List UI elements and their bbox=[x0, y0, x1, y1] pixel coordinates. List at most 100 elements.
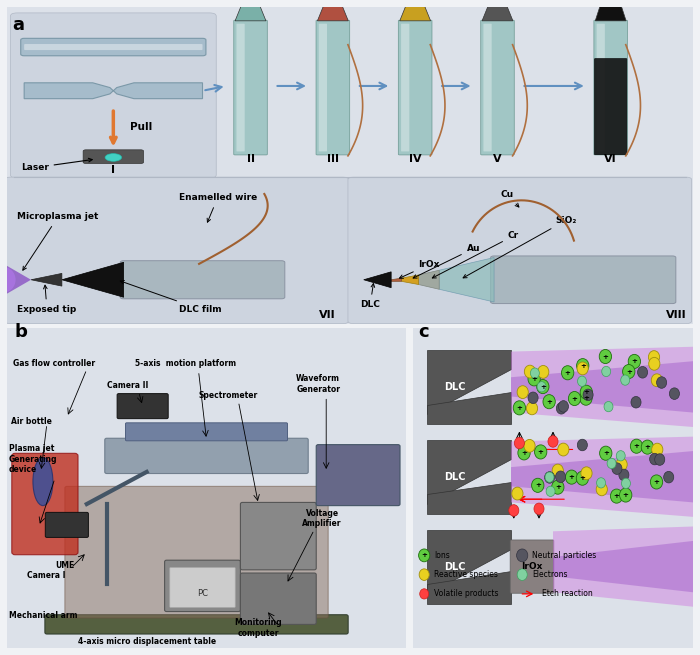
Circle shape bbox=[616, 458, 627, 471]
Circle shape bbox=[619, 469, 629, 481]
Text: DLC: DLC bbox=[444, 382, 466, 392]
Circle shape bbox=[419, 549, 430, 562]
Circle shape bbox=[580, 391, 592, 405]
Polygon shape bbox=[427, 440, 511, 504]
FancyBboxPatch shape bbox=[594, 20, 627, 155]
Text: +: + bbox=[580, 475, 585, 481]
Text: Reactive species: Reactive species bbox=[434, 570, 498, 579]
Text: SiO₂: SiO₂ bbox=[463, 215, 578, 278]
Text: IV: IV bbox=[409, 154, 421, 164]
Circle shape bbox=[526, 402, 538, 415]
FancyBboxPatch shape bbox=[316, 445, 400, 506]
Circle shape bbox=[583, 389, 593, 401]
Text: +: + bbox=[531, 376, 537, 382]
Circle shape bbox=[420, 589, 428, 599]
Circle shape bbox=[607, 458, 616, 468]
FancyBboxPatch shape bbox=[596, 24, 605, 151]
Polygon shape bbox=[31, 273, 62, 286]
Circle shape bbox=[528, 372, 540, 386]
FancyBboxPatch shape bbox=[105, 438, 308, 474]
Text: +: + bbox=[580, 363, 586, 369]
FancyBboxPatch shape bbox=[120, 261, 285, 299]
Text: +: + bbox=[654, 479, 659, 485]
Circle shape bbox=[518, 446, 530, 460]
FancyBboxPatch shape bbox=[510, 540, 554, 593]
Circle shape bbox=[546, 486, 555, 496]
Text: V: V bbox=[494, 154, 502, 164]
Circle shape bbox=[568, 392, 581, 405]
Circle shape bbox=[641, 440, 654, 454]
Circle shape bbox=[622, 478, 631, 489]
FancyBboxPatch shape bbox=[83, 150, 144, 164]
Circle shape bbox=[610, 489, 623, 503]
Text: Cr: Cr bbox=[433, 231, 519, 278]
Polygon shape bbox=[4, 264, 31, 295]
Text: Neutral particles: Neutral particles bbox=[532, 551, 596, 560]
Polygon shape bbox=[24, 83, 113, 99]
Circle shape bbox=[577, 358, 589, 373]
Text: +: + bbox=[583, 389, 589, 395]
Circle shape bbox=[578, 376, 587, 386]
Circle shape bbox=[669, 388, 680, 400]
FancyBboxPatch shape bbox=[401, 24, 410, 151]
Circle shape bbox=[596, 477, 606, 488]
Polygon shape bbox=[419, 271, 439, 290]
Text: +: + bbox=[568, 474, 575, 480]
Circle shape bbox=[556, 403, 566, 414]
Text: VIII: VIII bbox=[666, 310, 686, 320]
Text: Spectrometer: Spectrometer bbox=[199, 391, 258, 400]
Polygon shape bbox=[511, 346, 693, 427]
Circle shape bbox=[622, 364, 635, 379]
Text: +: + bbox=[538, 449, 544, 455]
Text: Air bottle: Air bottle bbox=[11, 417, 52, 426]
Circle shape bbox=[558, 443, 569, 456]
Text: I: I bbox=[111, 165, 116, 176]
Text: +: + bbox=[623, 492, 629, 498]
Circle shape bbox=[654, 454, 665, 465]
Polygon shape bbox=[439, 257, 494, 302]
Circle shape bbox=[513, 401, 526, 415]
Polygon shape bbox=[427, 350, 511, 414]
Text: Exposed tip: Exposed tip bbox=[18, 285, 76, 314]
Text: Monitoring
computer: Monitoring computer bbox=[234, 618, 282, 637]
Polygon shape bbox=[402, 275, 419, 284]
Polygon shape bbox=[400, 0, 430, 21]
Text: +: + bbox=[421, 552, 427, 558]
Text: +: + bbox=[645, 444, 650, 450]
Text: II: II bbox=[246, 154, 255, 164]
Text: +: + bbox=[603, 450, 609, 456]
FancyBboxPatch shape bbox=[45, 615, 348, 634]
FancyBboxPatch shape bbox=[240, 502, 316, 570]
Text: Electrons: Electrons bbox=[532, 570, 568, 579]
Circle shape bbox=[556, 471, 566, 483]
Circle shape bbox=[543, 394, 555, 409]
FancyBboxPatch shape bbox=[348, 177, 692, 324]
Text: DLC: DLC bbox=[360, 284, 380, 309]
FancyBboxPatch shape bbox=[398, 20, 432, 155]
Circle shape bbox=[577, 362, 588, 375]
FancyBboxPatch shape bbox=[21, 38, 206, 56]
Circle shape bbox=[651, 374, 662, 386]
Text: 4-axis micro displacement table: 4-axis micro displacement table bbox=[78, 637, 216, 646]
Text: Mechanical arm: Mechanical arm bbox=[9, 611, 78, 620]
Circle shape bbox=[649, 358, 660, 370]
Circle shape bbox=[524, 440, 535, 452]
Circle shape bbox=[576, 471, 589, 485]
FancyBboxPatch shape bbox=[318, 24, 327, 151]
Circle shape bbox=[630, 439, 643, 453]
Text: Cu: Cu bbox=[501, 190, 519, 207]
Text: Ions: Ions bbox=[434, 551, 449, 560]
FancyBboxPatch shape bbox=[484, 24, 491, 151]
Text: Waveform
Generator: Waveform Generator bbox=[296, 374, 340, 394]
Circle shape bbox=[628, 354, 640, 369]
Circle shape bbox=[596, 483, 608, 496]
Circle shape bbox=[580, 385, 592, 400]
FancyBboxPatch shape bbox=[65, 487, 328, 618]
Circle shape bbox=[419, 569, 429, 580]
Circle shape bbox=[561, 365, 574, 380]
FancyBboxPatch shape bbox=[12, 453, 78, 555]
Text: c: c bbox=[419, 323, 429, 341]
Text: +: + bbox=[546, 399, 552, 405]
Polygon shape bbox=[511, 437, 693, 517]
Text: +: + bbox=[555, 484, 561, 490]
